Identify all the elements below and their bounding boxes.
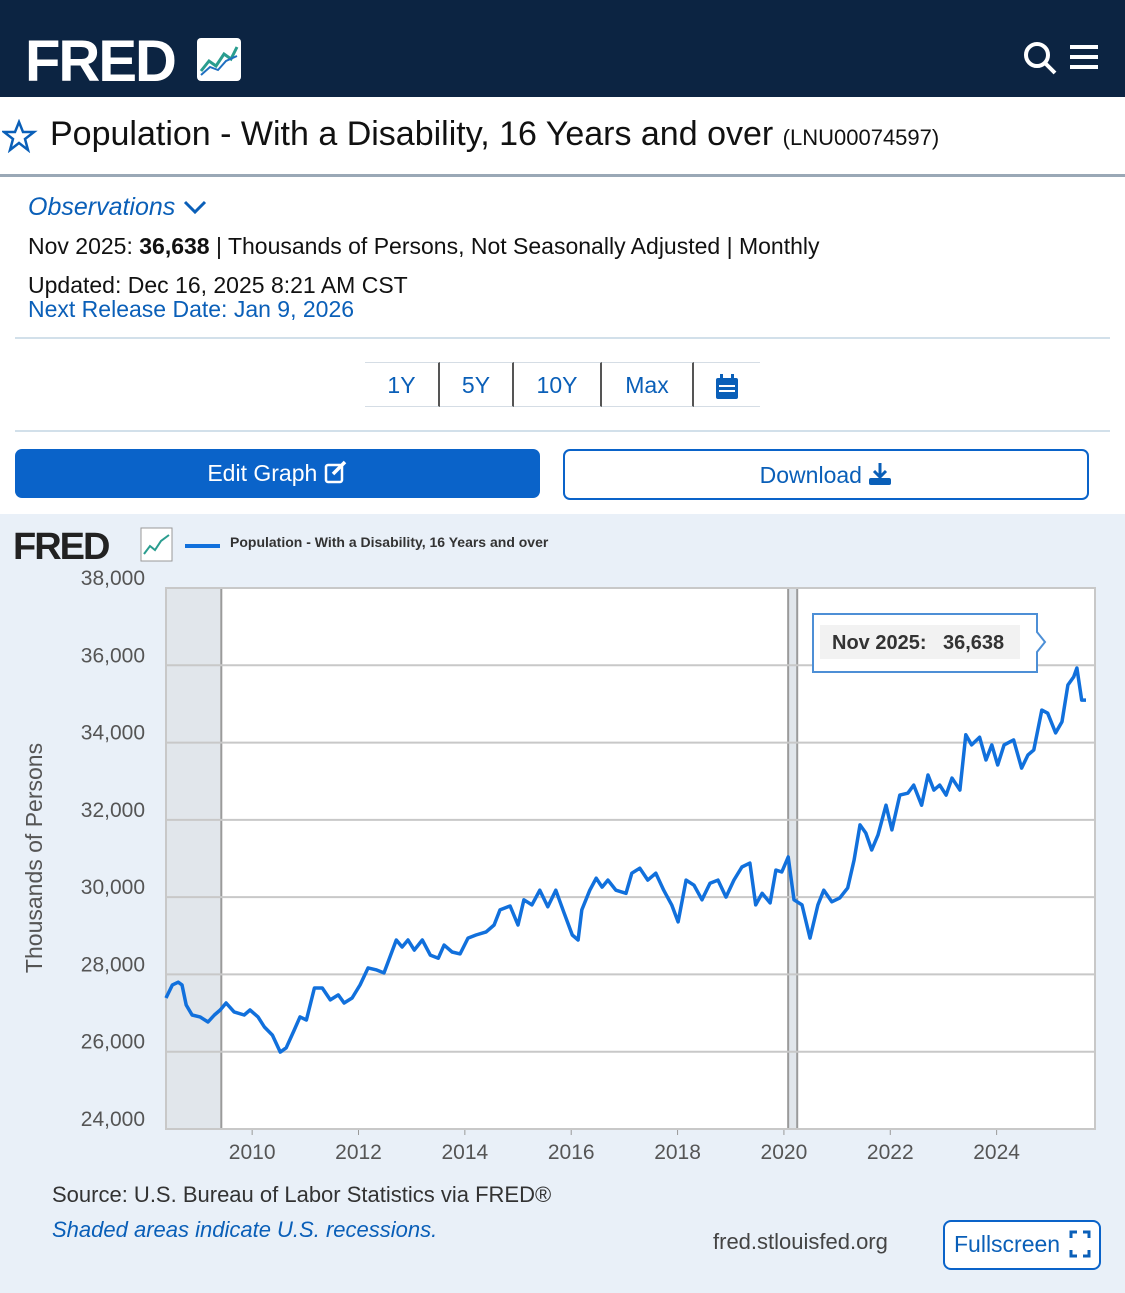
download-button[interactable]: Download <box>563 449 1089 500</box>
source: Source: U.S. Bureau of Labor Statistics … <box>52 1182 551 1207</box>
edit-icon <box>324 460 346 484</box>
favorite-star[interactable] <box>2 119 38 153</box>
obs-value: 36,638 <box>139 233 210 259</box>
logo[interactable]: FRED <box>25 29 177 94</box>
title-text: Population - With a Disability, 16 Years… <box>50 115 774 153</box>
obs-units: | Thousands of Persons, Not Seasonally A… <box>216 233 820 259</box>
series-line <box>164 666 1086 1054</box>
plot-border <box>165 587 1096 1130</box>
y-tick-label: 26,000 <box>81 1031 145 1054</box>
menu-icon[interactable] <box>1070 45 1100 71</box>
x-tick-label: 2012 <box>335 1141 382 1164</box>
button-text: Edit Graph <box>207 460 318 486</box>
recession-note: Shaded areas indicate U.S. recessions. <box>52 1217 437 1242</box>
x-tick-label: 2020 <box>761 1141 808 1164</box>
calendar-button[interactable] <box>694 362 760 407</box>
x-tick-label: 2018 <box>654 1141 701 1164</box>
fullscreen-text[interactable]: Fullscreen <box>954 1231 1060 1257</box>
y-tick-label: 24,000 <box>81 1108 145 1131</box>
x-tick-label: 2014 <box>441 1141 488 1164</box>
y-tick-label: 38,000 <box>81 567 145 590</box>
observations-toggle[interactable]: Observations <box>28 193 208 222</box>
tooltip-value: 36,638 <box>943 632 1004 654</box>
chart-logo: FRED <box>13 526 109 568</box>
range-button[interactable]: 10Y <box>514 362 602 407</box>
series-id: (LNU00074597) <box>782 125 940 150</box>
divider <box>0 174 1125 177</box>
download-icon <box>869 463 892 485</box>
edit-graph-button[interactable]: Edit Graph <box>15 449 540 498</box>
fullscreen-button[interactable] <box>943 1220 1101 1270</box>
divider <box>15 337 1110 339</box>
y-tick-label: 32,000 <box>81 799 145 822</box>
logo-icon <box>197 38 241 81</box>
calendar-icon <box>716 373 738 399</box>
y-tick-label: 34,000 <box>81 722 145 745</box>
next-release[interactable]: Next Release Date: Jan 9, 2026 <box>28 296 355 322</box>
y-tick-label: 30,000 <box>81 876 145 899</box>
x-tick-label: 2016 <box>548 1141 595 1164</box>
obs-date: Nov 2025: <box>28 233 133 259</box>
x-tick-label: 2024 <box>973 1141 1020 1164</box>
plot-area <box>166 588 1095 1129</box>
range-button[interactable]: Max <box>602 362 694 407</box>
chart: FRED 24,000 26,000 28,000 30,000 32,000 34,00… <box>0 514 1125 1293</box>
tooltip-date: Nov 2025: <box>832 632 927 654</box>
y-tick-label: 36,000 <box>81 644 145 667</box>
range-button[interactable]: 1Y <box>365 362 440 407</box>
divider <box>15 430 1110 432</box>
button-text: Download <box>759 462 862 488</box>
chart-logo-icon <box>140 527 173 562</box>
tooltip-inner <box>820 625 1020 659</box>
x-tick-label: 2010 <box>229 1141 276 1164</box>
chevron <box>184 200 207 215</box>
updated: Updated: Dec 16, 2025 8:21 AM CST <box>28 272 408 298</box>
legend-label: Population - With a Disability, 16 Years… <box>230 534 549 550</box>
fullscreen-icon <box>1069 1230 1091 1258</box>
range-button[interactable]: 5Y <box>440 362 514 407</box>
toggle-text: Observations <box>28 193 176 221</box>
observation-row: Nov 2025: 36,638 | Thousands of Persons,… <box>28 233 819 260</box>
recession-shade <box>165 587 223 1130</box>
y-axis-label: Thousands of Persons <box>21 743 47 973</box>
y-tick-label: 28,000 <box>81 953 145 976</box>
x-tick-label: 2022 <box>867 1141 914 1164</box>
top-bar: FRED <box>0 0 1125 97</box>
search-icon[interactable] <box>1022 40 1058 76</box>
series-title: Population - With a Disability, 16 Years… <box>50 115 939 154</box>
site-url: fred.stlouisfed.org <box>713 1229 888 1254</box>
